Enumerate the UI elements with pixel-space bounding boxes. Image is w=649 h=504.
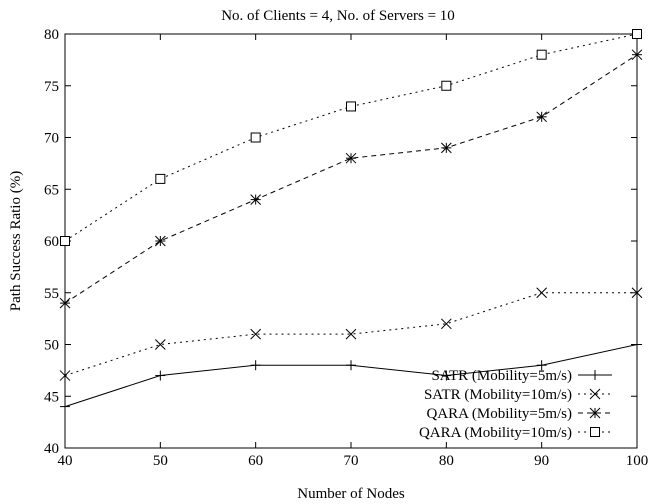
data-point [60,401,70,412]
legend-marker [590,370,600,380]
legend-label: SATR (Mobility=5m/s) [431,368,572,384]
data-point [440,142,452,154]
data-point [250,328,262,340]
legend-entry: QARA (Mobility=5m/s) [426,406,612,422]
series-2 [59,287,643,381]
data-point [631,287,643,299]
y-tick-label: 80 [44,27,59,43]
series-4 [60,29,642,246]
y-tick-label: 40 [44,441,59,457]
legend-entry: SATR (Mobility=5m/s) [431,368,612,384]
data-point [632,339,642,350]
data-point [345,328,357,340]
y-tick-label: 45 [44,389,59,405]
data-point [441,80,452,91]
legend-marker [589,388,601,400]
data-point [59,297,71,309]
y-tick-label: 65 [44,182,59,198]
data-point [345,152,357,164]
data-point [155,370,166,381]
data-point [59,370,71,381]
x-tick-label: 80 [439,453,454,469]
x-tick-label: 50 [153,453,168,469]
data-point [154,339,166,350]
x-tick-label: 40 [58,453,73,469]
legend-entry: QARA (Mobility=10m/s) [419,425,612,441]
data-point [155,173,166,184]
series-line [64,54,638,304]
legend-marker [589,407,601,419]
data-point [154,235,166,247]
legend-entry: SATR (Mobility=10m/s) [424,387,612,403]
data-point [536,111,548,123]
data-point [441,370,452,381]
data-point [250,360,261,371]
legend-label: QARA (Mobility=5m/s) [426,406,572,422]
data-point [60,236,70,246]
y-tick-label: 60 [44,234,59,250]
legend-marker [590,427,600,437]
series-layer [59,29,643,412]
y-tick-label: 50 [44,338,59,354]
plot-frame [64,33,638,449]
legend-label: QARA (Mobility=10m/s) [419,425,572,441]
x-tick-label: 60 [248,453,263,469]
x-tick-label: 100 [626,453,649,469]
chart-title: No. of Clients = 4, No. of Servers = 10 [221,8,455,24]
data-point [250,132,261,143]
data-point [250,194,262,205]
y-tick-label: 70 [44,131,59,147]
data-point [631,49,643,61]
series-1 [60,339,642,412]
axes: 40 50 60 70 80 90 100 40 45 50 55 60 65 70 75 80 [44,27,648,469]
data-point [346,101,356,112]
series-3 [59,49,643,309]
data-point [536,49,547,60]
data-point [536,287,548,299]
data-point [346,360,356,371]
x-tick-label: 90 [534,453,549,469]
data-point [536,360,547,371]
data-point [440,318,452,330]
data-point [632,29,642,39]
y-axis-title: Path Success Ratio (%) [8,171,24,311]
y-tick-label: 55 [44,286,59,302]
series-line [64,33,638,242]
legend-label: SATR (Mobility=10m/s) [424,387,572,403]
legend: SATR (Mobility=5m/s) SATR (Mobility=10m/s… [419,368,612,441]
x-tick-label: 70 [344,453,359,469]
y-tick-label: 75 [44,79,59,95]
x-axis-title: Number of Nodes [297,486,405,502]
